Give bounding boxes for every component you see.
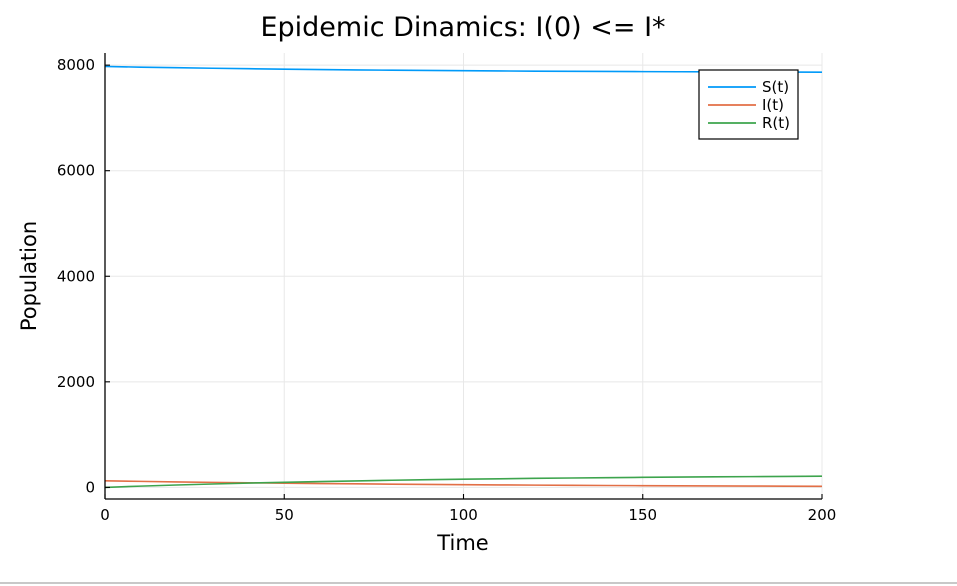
legend-label-it: I(t) bbox=[762, 96, 784, 114]
y-tick-label: 6000 bbox=[57, 162, 95, 180]
legend: S(t)I(t)R(t) bbox=[698, 69, 799, 140]
y-tick-label: 8000 bbox=[57, 56, 95, 74]
x-tick-label: 100 bbox=[449, 506, 478, 524]
y-axis-title: Population bbox=[17, 221, 41, 331]
x-tick-label: 150 bbox=[628, 506, 657, 524]
x-axis-title: Time bbox=[436, 531, 488, 555]
legend-label-rt: R(t) bbox=[762, 114, 790, 132]
series-line-rt bbox=[104, 475, 823, 489]
x-tick-label: 200 bbox=[808, 506, 837, 524]
y-tick-label: 0 bbox=[85, 478, 95, 496]
y-axis-ticks: 0 2000 4000 6000 8000 bbox=[57, 56, 110, 496]
y-tick-label: 4000 bbox=[57, 267, 95, 285]
series-line-it bbox=[104, 479, 823, 488]
legend-label-st: S(t) bbox=[762, 78, 789, 96]
grid bbox=[104, 53, 823, 499]
x-axis-ticks: 0 50 100 150 200 bbox=[100, 494, 836, 524]
x-tick-label: 0 bbox=[100, 506, 110, 524]
y-tick-label: 2000 bbox=[57, 373, 95, 391]
x-tick-label: 50 bbox=[275, 506, 294, 524]
chart-title: Epidemic Dinamics: I(0) <= I* bbox=[260, 12, 665, 43]
